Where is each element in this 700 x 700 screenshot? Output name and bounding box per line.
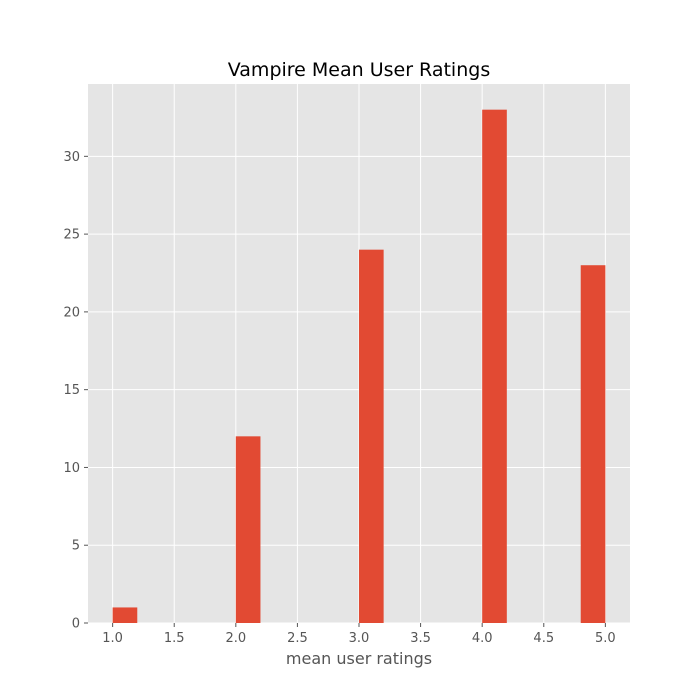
- y-tick-label: 15: [63, 383, 80, 398]
- x-tick-label: 3.5: [410, 631, 431, 646]
- y-tick-label: 25: [63, 228, 80, 243]
- x-axis-label: mean user ratings: [286, 649, 432, 668]
- x-tick-label: 2.0: [225, 631, 246, 646]
- histogram-bar: [235, 436, 261, 623]
- x-tick-label: 1.5: [164, 631, 185, 646]
- x-tick-label: 1.0: [102, 631, 123, 646]
- x-tick-label: 5.0: [595, 631, 616, 646]
- x-tick-label: 2.5: [287, 631, 308, 646]
- y-tick-label: 10: [63, 461, 80, 476]
- y-tick-label: 5: [72, 539, 80, 554]
- y-tick-label: 20: [63, 305, 80, 320]
- histogram-bar: [359, 249, 384, 623]
- x-tick-label: 4.5: [533, 631, 554, 646]
- chart-title: Vampire Mean User Ratings: [228, 59, 490, 81]
- histogram-bar: [580, 265, 606, 623]
- histogram-bar: [112, 607, 138, 623]
- y-tick-label: 30: [63, 150, 80, 165]
- y-axis: 0 5 10 15 20 25 30: [63, 150, 88, 632]
- bars: [112, 109, 606, 623]
- histogram-bar: [482, 109, 507, 623]
- x-axis: 1.0 1.5 2.0 2.5 3.0 3.5 4.0 4.5 5.0: [102, 623, 616, 646]
- x-tick-label: 3.0: [349, 631, 370, 646]
- x-tick-label: 4.0: [472, 631, 493, 646]
- y-tick-label: 0: [72, 617, 80, 632]
